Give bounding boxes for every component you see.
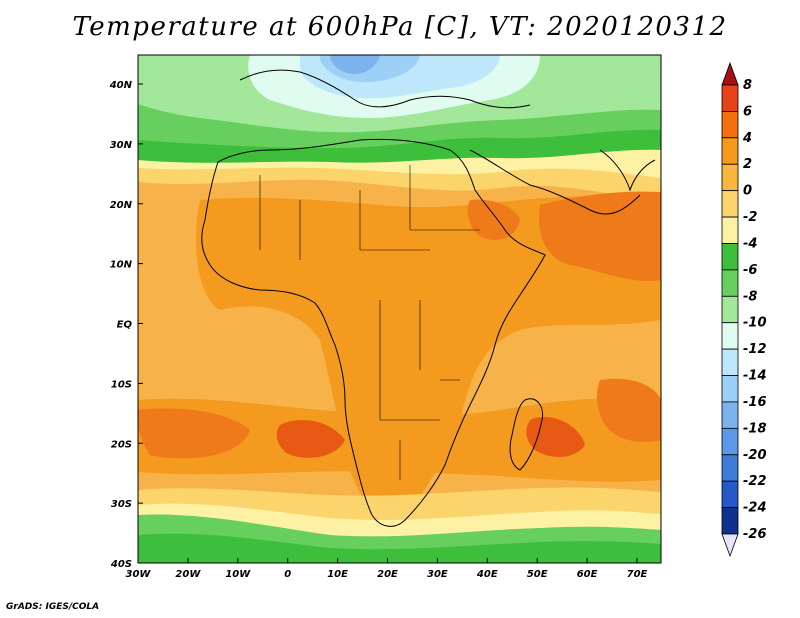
colorbar-label: -26 [743,527,767,542]
africa-coastline [201,138,546,527]
colorbar-label: 0 [743,184,752,199]
colorbar-box [721,375,739,403]
hottest-blob-atlantic [276,420,345,458]
temperature-field [138,55,661,563]
colorbar-box [721,111,739,139]
lat-label: 20N [110,200,133,211]
mid-blue-region-north [330,55,380,75]
colorbar-box [721,427,739,456]
colorbar-label: -8 [743,289,757,304]
colorbar-box [721,84,739,112]
colorbar: 8 6 4 2 0 -2 -4 -6 -8 -10 -12 -14 -16 -18 -20 -22 -24 -26 [721,61,767,558]
lon-label: 10E [327,569,348,580]
colorbar-box [721,137,739,165]
plot-frame [137,54,662,564]
colorbar-label: -18 [743,421,767,436]
colorbar-box [721,322,739,350]
lon-label: 0 [284,569,291,580]
lon-label: 20W [175,569,201,580]
lon-label: 30W [126,569,152,580]
credit-text: GrADS: IGES/COLA [6,602,100,612]
colorbar-label: -10 [743,316,767,331]
colorbar-label: -12 [743,342,767,357]
colorbar-box [721,190,739,218]
latitude-axis: 40N 30N 20N 10N EQ 10S 20S 30S 40S [109,80,143,570]
colorbar-label: -2 [743,210,757,225]
warm-band-south [138,398,661,482]
colorbar-label: -6 [743,263,757,278]
coastlines [201,69,656,527]
lat-label: 10S [111,379,132,390]
europe-coastline [239,69,531,109]
lon-label: 40E [476,569,498,580]
hot-region-east [539,191,661,282]
colorbar-top-arrow [721,61,739,86]
lat-label: EQ [117,320,133,331]
colorbar-label: -4 [743,236,757,251]
green-band-south [138,533,661,563]
colorbar-box [721,401,739,429]
hot-blob-atlantic [138,408,250,459]
madagascar-coastline [509,398,544,471]
colorbar-box [721,454,739,482]
lat-label: 20S [111,439,132,450]
colorbar-box [721,480,739,508]
lon-label: 50E [527,569,548,580]
colorbar-bottom-arrow [721,533,739,558]
longitude-axis: 30W 20W 10W 0 10E 20E 30E 40E 50E 60E 70E [126,558,648,580]
india-coastline [599,149,656,192]
colorbar-label: 4 [742,131,752,146]
colorbar-label: -16 [743,395,767,410]
map-title: Temperature at 600hPa [C], VT: 202012031… [72,12,728,42]
colorbar-box [721,295,739,324]
colorbar-box [721,269,739,297]
warm-region-sahel [196,196,661,521]
lat-label: 40S [110,559,132,570]
country-borders [259,165,480,480]
lat-label: 30S [111,499,132,510]
lat-label: 30N [110,140,133,151]
lon-label: 20E [377,569,398,580]
colorbar-label: -14 [743,369,767,384]
colorbar-label: -20 [743,448,767,463]
lat-label: 10N [110,260,133,271]
arabia-coastline [469,149,641,215]
colorbar-label: 8 [743,78,752,93]
lon-label: 60E [577,569,598,580]
lon-label: 70E [627,569,648,580]
colorbar-label: 2 [743,157,752,172]
colorbar-label: 6 [743,104,752,119]
hot-blob-indian [597,378,661,442]
colorbar-box [721,216,739,244]
colorbar-box [721,507,739,535]
lon-label: 30E [427,569,448,580]
lat-label: 40N [109,80,133,91]
lon-label: 10W [225,569,251,580]
colorbar-box [721,243,739,271]
colorbar-label: -24 [743,501,767,516]
hot-region-arabia [467,199,520,240]
colorbar-label: -22 [743,474,767,489]
colorbar-box [721,163,739,192]
colorbar-box [721,348,739,376]
